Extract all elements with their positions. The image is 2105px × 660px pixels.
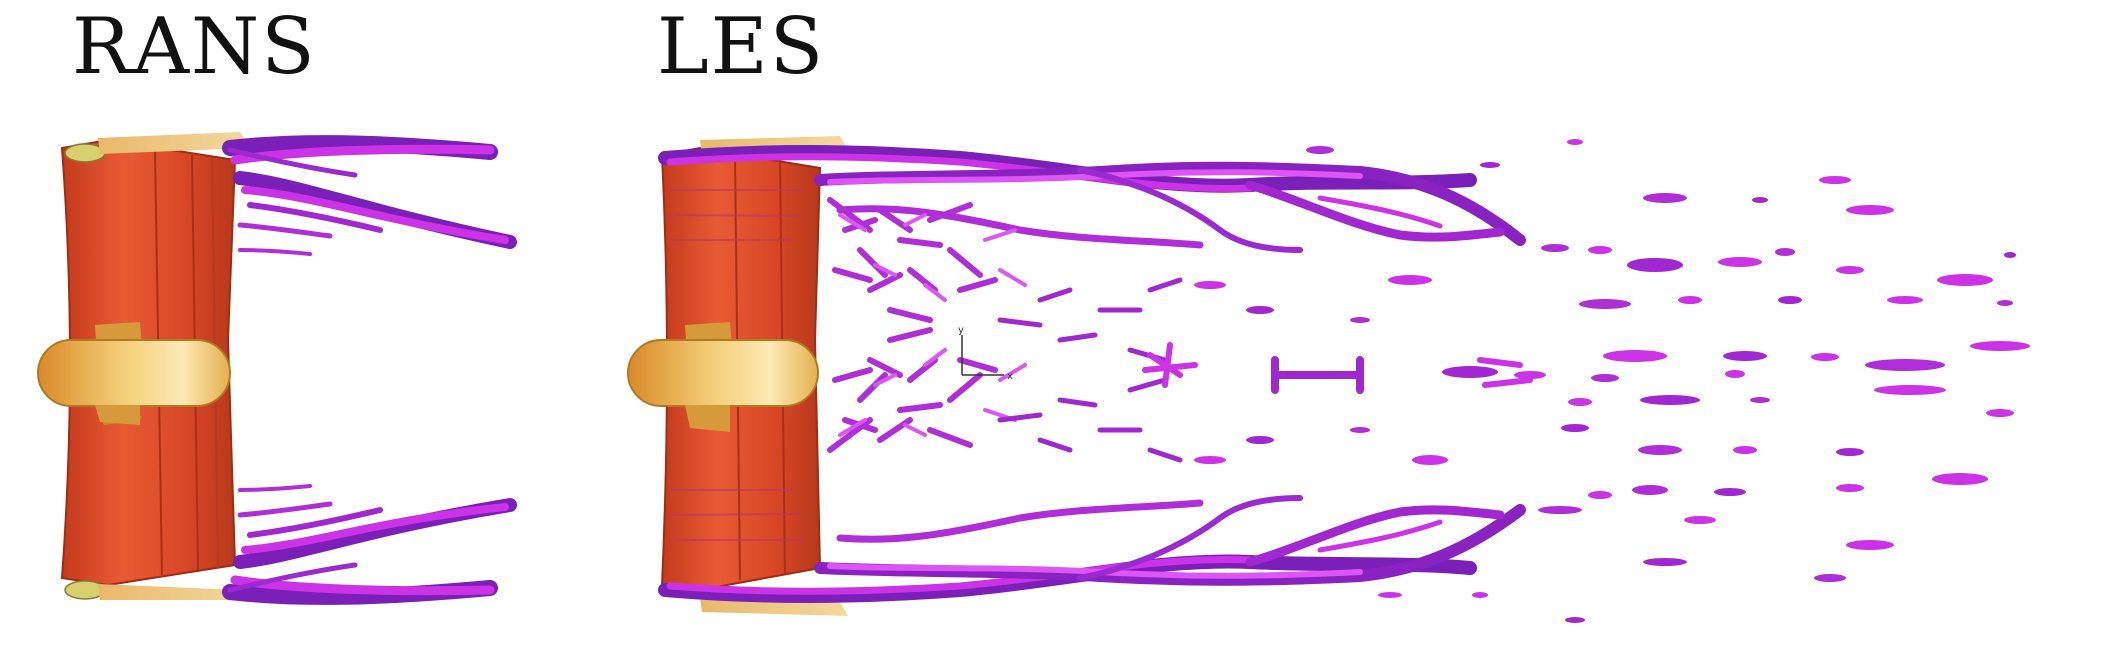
les-tire [627, 322, 819, 432]
rans-endplate-top [64, 143, 106, 163]
axis-triad-x-label: x [1007, 371, 1013, 382]
panel-title-rans: RANS [72, 2, 317, 92]
les-downstream-fragments [1194, 139, 2030, 623]
les-center-structures [1142, 342, 1533, 394]
axis-triad-y-label: y [958, 325, 964, 336]
les-panel: y x [627, 136, 2030, 623]
panel-title-les: LES [657, 2, 826, 92]
les-near-wake-turbulence [827, 197, 1183, 463]
rans-endplate-top-strip [98, 132, 250, 154]
les-tip-vortices [658, 145, 1526, 603]
rans-panel [37, 132, 517, 605]
rans-tire [37, 322, 231, 425]
rans-endplate-bottom-strip [98, 584, 250, 600]
axis-triad-icon: y x [958, 325, 1013, 382]
rans-vortex-isosurfaces [222, 135, 517, 605]
